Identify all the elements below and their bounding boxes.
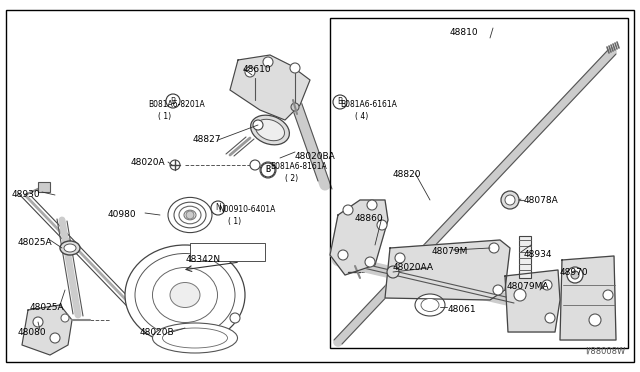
Circle shape — [343, 205, 353, 215]
Text: 48079MA: 48079MA — [507, 282, 550, 291]
Circle shape — [493, 285, 503, 295]
Circle shape — [61, 314, 69, 322]
Bar — [330, 18, 628, 348]
Text: 48930: 48930 — [12, 190, 40, 199]
Polygon shape — [22, 305, 72, 355]
Circle shape — [245, 67, 255, 77]
Circle shape — [170, 160, 180, 170]
Circle shape — [261, 163, 275, 177]
Text: ( 2): ( 2) — [285, 174, 298, 183]
Text: 48079M: 48079M — [432, 247, 468, 256]
Circle shape — [501, 191, 519, 209]
Ellipse shape — [251, 115, 289, 145]
Text: 48025A: 48025A — [30, 303, 65, 312]
Ellipse shape — [168, 198, 212, 232]
Text: 48810: 48810 — [450, 28, 479, 37]
Circle shape — [387, 266, 399, 278]
Text: 48827: 48827 — [193, 135, 221, 144]
Circle shape — [186, 211, 194, 219]
Text: B: B — [337, 97, 342, 106]
Polygon shape — [505, 270, 560, 332]
Ellipse shape — [421, 298, 439, 311]
Text: 48342N: 48342N — [186, 255, 221, 264]
Ellipse shape — [125, 245, 245, 345]
Circle shape — [260, 162, 276, 178]
Circle shape — [263, 57, 273, 67]
Circle shape — [505, 195, 515, 205]
Circle shape — [290, 63, 300, 73]
Ellipse shape — [60, 241, 80, 255]
Circle shape — [253, 120, 263, 130]
Bar — [190, 243, 265, 261]
Circle shape — [33, 317, 43, 327]
Text: B081A6-8201A: B081A6-8201A — [148, 100, 205, 109]
Text: N: N — [215, 203, 221, 212]
Text: B: B — [266, 166, 271, 174]
Text: B081A6-6161A: B081A6-6161A — [340, 100, 397, 109]
Ellipse shape — [184, 210, 196, 220]
Circle shape — [545, 313, 555, 323]
Circle shape — [166, 94, 180, 108]
Ellipse shape — [170, 282, 200, 308]
Circle shape — [567, 267, 583, 283]
Text: 48610: 48610 — [243, 65, 271, 74]
Polygon shape — [560, 256, 616, 340]
Circle shape — [338, 250, 348, 260]
Circle shape — [291, 103, 299, 111]
Text: 48820: 48820 — [393, 170, 422, 179]
Text: 48970: 48970 — [560, 268, 589, 277]
Ellipse shape — [152, 323, 237, 353]
Text: B: B — [170, 96, 175, 106]
Circle shape — [395, 253, 405, 263]
Ellipse shape — [255, 119, 285, 141]
Ellipse shape — [163, 328, 227, 348]
Text: 48934: 48934 — [524, 250, 552, 259]
Text: N00910-6401A: N00910-6401A — [218, 205, 275, 214]
Text: 48025A: 48025A — [18, 238, 52, 247]
Text: 48020AA: 48020AA — [393, 263, 434, 272]
Polygon shape — [330, 200, 388, 275]
Bar — [519, 236, 531, 278]
Text: 40980: 40980 — [108, 210, 136, 219]
Ellipse shape — [174, 202, 206, 228]
Circle shape — [365, 257, 375, 267]
Circle shape — [377, 220, 387, 230]
Text: 48860: 48860 — [355, 214, 383, 223]
Ellipse shape — [179, 206, 201, 224]
Text: 48020B: 48020B — [140, 328, 175, 337]
Ellipse shape — [152, 267, 218, 323]
Circle shape — [589, 314, 601, 326]
Text: ( 4): ( 4) — [355, 112, 368, 121]
Text: B081A6-8161A: B081A6-8161A — [270, 162, 327, 171]
Circle shape — [571, 271, 579, 279]
Text: ( 1): ( 1) — [158, 112, 171, 121]
Circle shape — [230, 313, 240, 323]
Circle shape — [250, 160, 260, 170]
Text: 48020BA: 48020BA — [295, 152, 336, 161]
Ellipse shape — [64, 244, 76, 252]
Circle shape — [50, 333, 60, 343]
Circle shape — [514, 289, 526, 301]
Circle shape — [367, 200, 377, 210]
Ellipse shape — [135, 253, 235, 337]
Text: 48080: 48080 — [18, 328, 47, 337]
Text: 48020A: 48020A — [131, 158, 166, 167]
Bar — [38, 182, 50, 192]
Text: B: B — [266, 166, 271, 174]
Circle shape — [489, 243, 499, 253]
Text: 48078A: 48078A — [524, 196, 559, 205]
Text: ( 1): ( 1) — [228, 217, 241, 226]
Circle shape — [603, 290, 613, 300]
Circle shape — [333, 95, 347, 109]
Text: I/88008W: I/88008W — [585, 347, 625, 356]
Circle shape — [542, 280, 552, 290]
Text: 48061: 48061 — [448, 305, 477, 314]
Ellipse shape — [415, 294, 445, 316]
Polygon shape — [230, 55, 310, 120]
Circle shape — [211, 201, 225, 215]
Polygon shape — [385, 240, 510, 300]
